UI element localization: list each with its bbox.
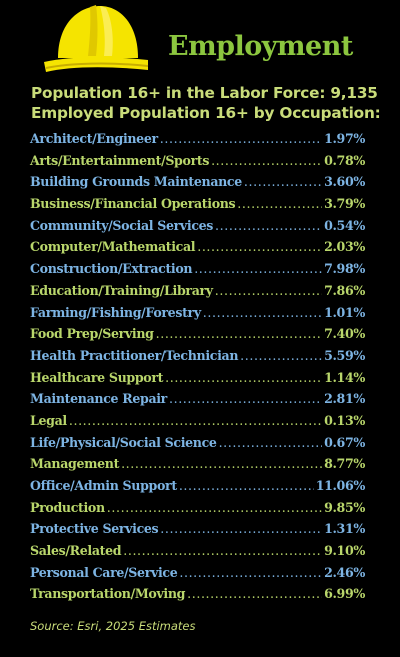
occupation-label: Health Practitioner/Technician — [30, 347, 239, 363]
occupation-label: Business/Financial Operations — [30, 196, 236, 212]
occupation-label: Personal Care/Service — [30, 564, 178, 580]
dot-leader: ........................................… — [243, 174, 323, 190]
occupation-label: Construction/Extraction — [30, 261, 193, 277]
occupation-row: Maintenance Repair......................… — [30, 391, 365, 413]
occupation-label: Production — [30, 499, 105, 515]
occupation-label: Management — [30, 456, 120, 472]
occupation-label: Architect/Engineer — [30, 131, 158, 146]
occupation-label: Community/Social Services — [30, 217, 214, 233]
page-title: Employment — [168, 31, 353, 62]
occupation-percent: 2.03% — [324, 239, 365, 255]
occupation-row: Community/Social Services...............… — [30, 218, 365, 240]
occupation-percent: 0.78% — [324, 152, 365, 168]
dot-leader: ........................................… — [165, 369, 322, 385]
dot-leader: ........................................… — [237, 196, 322, 212]
occupation-row: Office/Admin Support....................… — [30, 478, 365, 500]
occupation-label: Food Prep/Serving — [30, 326, 154, 342]
occupation-percent: 2.46% — [324, 564, 365, 580]
dot-leader: ........................................… — [215, 217, 322, 233]
occupation-row: Construction/Extraction.................… — [30, 261, 365, 283]
occupation-percent: 3.79% — [324, 196, 365, 212]
occupation-label: Computer/Mathematical — [30, 239, 196, 255]
occupation-label: Arts/Entertainment/Sports — [30, 152, 210, 168]
dot-leader: ........................................… — [159, 131, 322, 146]
occupation-label: Legal — [30, 412, 67, 428]
dot-leader: ........................................… — [187, 586, 323, 602]
occupation-row: Arts/Entertainment/Sports...............… — [30, 153, 365, 175]
dot-leader: ........................................… — [202, 304, 323, 320]
occupation-label: Education/Training/Library — [30, 282, 213, 298]
occupation-list: Architect/Engineer......................… — [30, 131, 365, 608]
occupation-percent: 0.54% — [324, 217, 365, 233]
labor-force-heading: Population 16+ in the Labor Force: 9,135 — [31, 84, 378, 102]
dot-leader: ........................................… — [179, 564, 323, 580]
dot-leader: ........................................… — [240, 347, 323, 363]
dot-leader: ........................................… — [197, 239, 323, 255]
occupation-percent: 1.97% — [324, 131, 365, 146]
occupation-row: Personal Care/Service...................… — [30, 565, 365, 587]
occupation-row: Architect/Engineer......................… — [30, 131, 365, 153]
occupation-row: Farming/Fishing/Forestry................… — [30, 305, 365, 327]
occupation-label: Sales/Related — [30, 543, 122, 559]
occupation-percent: 3.60% — [324, 174, 365, 190]
dot-leader: ........................................… — [106, 499, 322, 515]
dot-leader: ........................................… — [211, 152, 322, 168]
occupation-percent: 1.31% — [324, 521, 365, 537]
occupation-percent: 7.40% — [324, 326, 365, 342]
occupation-label: Protective Services — [30, 521, 159, 537]
occupation-percent: 2.81% — [324, 391, 365, 407]
occupation-percent: 0.13% — [324, 412, 365, 428]
occupation-label: Life/Physical/Social Science — [30, 434, 217, 450]
occupation-percent: 0.67% — [324, 434, 365, 450]
dot-leader: ........................................… — [214, 282, 322, 298]
hard-hat-icon — [44, 5, 149, 72]
occupation-percent: 6.99% — [324, 586, 365, 602]
dot-leader: ........................................… — [168, 391, 322, 407]
dot-leader: ........................................… — [155, 326, 322, 342]
occupation-percent: 9.85% — [324, 499, 365, 515]
dot-leader: ........................................… — [160, 521, 322, 537]
occupation-row: Building Grounds Maintenance............… — [30, 174, 365, 196]
source-note: Source: Esri, 2025 Estimates — [30, 619, 196, 633]
occupation-label: Farming/Fishing/Forestry — [30, 304, 201, 320]
occupation-percent: 11.06% — [315, 478, 366, 493]
occupation-row: Food Prep/Serving.......................… — [30, 326, 365, 348]
occupation-percent: 9.10% — [324, 543, 365, 559]
occupation-row: Production..............................… — [30, 500, 365, 522]
occupation-row: Computer/Mathematical...................… — [30, 239, 365, 261]
occupation-row: Life/Physical/Social Science............… — [30, 435, 365, 457]
occupation-percent: 5.59% — [324, 347, 365, 363]
occupation-row: Sales/Related...........................… — [30, 543, 365, 565]
occupation-percent: 8.77% — [324, 456, 365, 472]
occupation-row: Education/Training/Library..............… — [30, 283, 365, 305]
dot-leader: ........................................… — [194, 261, 323, 277]
occupation-row: Management..............................… — [30, 456, 365, 478]
occupation-row: Transportation/Moving...................… — [30, 586, 365, 608]
dot-leader: ........................................… — [68, 412, 323, 428]
dot-leader: ........................................… — [121, 456, 323, 472]
occupation-row: Protective Services.....................… — [30, 521, 365, 543]
occupation-row: Business/Financial Operations...........… — [30, 196, 365, 218]
employed-occupation-heading: Employed Population 16+ by Occupation: — [31, 104, 381, 122]
occupation-label: Building Grounds Maintenance — [30, 174, 242, 190]
occupation-label: Transportation/Moving — [30, 586, 186, 602]
occupation-percent: 1.01% — [324, 304, 365, 320]
occupation-label: Maintenance Repair — [30, 391, 167, 407]
dot-leader: ........................................… — [218, 434, 323, 450]
occupation-label: Office/Admin Support — [30, 478, 177, 493]
occupation-percent: 7.86% — [324, 282, 365, 298]
occupation-percent: 7.98% — [324, 261, 365, 277]
dot-leader: ........................................… — [123, 543, 322, 559]
dot-leader: ........................................… — [178, 478, 314, 493]
occupation-percent: 1.14% — [324, 369, 365, 385]
occupation-row: Health Practitioner/Technician..........… — [30, 348, 365, 370]
occupation-label: Healthcare Support — [30, 369, 164, 385]
occupation-row: Legal...................................… — [30, 413, 365, 435]
occupation-row: Healthcare Support......................… — [30, 370, 365, 392]
